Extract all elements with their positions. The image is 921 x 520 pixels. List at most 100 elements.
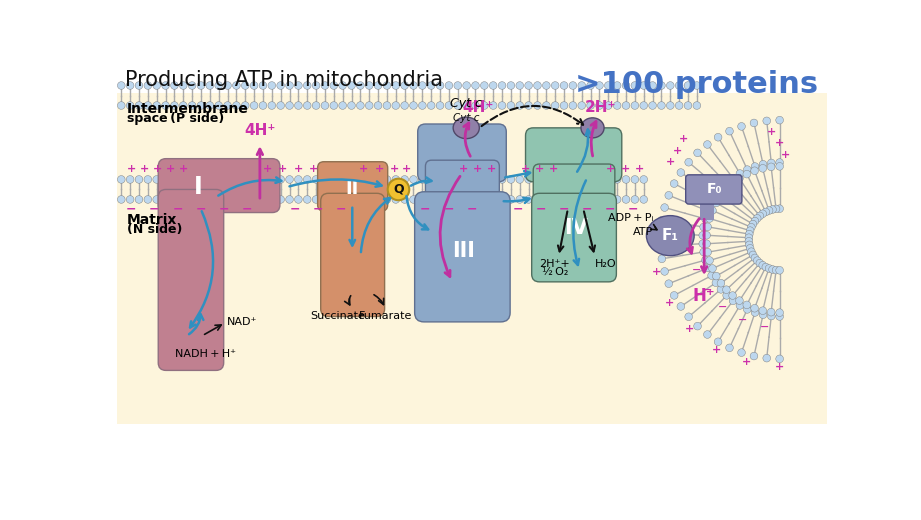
Circle shape — [640, 82, 647, 89]
Circle shape — [180, 102, 187, 109]
Text: +: + — [402, 164, 411, 174]
Text: +: + — [767, 127, 776, 137]
Circle shape — [542, 196, 550, 203]
Text: −: − — [738, 315, 747, 325]
Circle shape — [259, 176, 267, 183]
Circle shape — [743, 170, 751, 178]
Circle shape — [410, 196, 417, 203]
Circle shape — [498, 82, 506, 89]
Circle shape — [693, 82, 701, 89]
Circle shape — [708, 265, 717, 272]
Text: F₀: F₀ — [706, 183, 722, 197]
Circle shape — [569, 82, 577, 89]
Circle shape — [657, 242, 664, 250]
Text: −: − — [628, 202, 638, 215]
Circle shape — [767, 163, 775, 171]
Circle shape — [330, 82, 338, 89]
Circle shape — [705, 264, 712, 272]
Text: +: + — [666, 158, 675, 167]
Circle shape — [516, 176, 524, 183]
Text: F₁: F₁ — [662, 228, 679, 243]
Text: −: − — [241, 202, 252, 215]
Text: 4H⁺: 4H⁺ — [462, 100, 494, 115]
Text: +: + — [487, 164, 496, 174]
Circle shape — [769, 266, 776, 274]
Circle shape — [303, 102, 311, 109]
Text: +: + — [679, 134, 688, 145]
Circle shape — [251, 82, 258, 89]
Circle shape — [749, 251, 757, 259]
Circle shape — [577, 82, 586, 89]
Circle shape — [675, 82, 683, 89]
Circle shape — [135, 176, 143, 183]
Circle shape — [640, 102, 647, 109]
Text: −: − — [218, 202, 229, 215]
FancyBboxPatch shape — [526, 128, 622, 182]
Text: II: II — [345, 180, 359, 199]
Circle shape — [640, 176, 647, 183]
Circle shape — [700, 223, 707, 231]
Circle shape — [753, 215, 761, 222]
Circle shape — [180, 82, 187, 89]
Circle shape — [542, 82, 550, 89]
Circle shape — [224, 196, 231, 203]
Circle shape — [746, 244, 754, 252]
Circle shape — [366, 102, 373, 109]
Circle shape — [705, 257, 714, 264]
Circle shape — [717, 192, 725, 200]
Text: +: + — [621, 164, 630, 174]
Circle shape — [751, 254, 759, 262]
Circle shape — [640, 196, 647, 203]
Circle shape — [704, 223, 711, 231]
Circle shape — [401, 176, 409, 183]
Text: ADP + Pᵢ: ADP + Pᵢ — [608, 213, 653, 223]
Circle shape — [552, 176, 559, 183]
Circle shape — [241, 82, 249, 89]
FancyBboxPatch shape — [533, 164, 615, 215]
Circle shape — [498, 102, 506, 109]
Text: +: + — [278, 164, 287, 174]
Text: −: − — [420, 202, 431, 215]
Text: −: − — [195, 202, 205, 215]
Circle shape — [715, 338, 722, 346]
Circle shape — [268, 196, 275, 203]
Circle shape — [767, 159, 775, 167]
Circle shape — [347, 196, 356, 203]
Circle shape — [623, 196, 630, 203]
Circle shape — [717, 186, 725, 193]
Circle shape — [756, 212, 764, 220]
Circle shape — [613, 102, 621, 109]
Circle shape — [723, 286, 730, 294]
Circle shape — [717, 279, 725, 287]
Circle shape — [224, 176, 231, 183]
Circle shape — [507, 82, 515, 89]
Text: +: + — [153, 164, 162, 174]
Circle shape — [751, 304, 759, 312]
Circle shape — [694, 149, 702, 157]
Circle shape — [665, 191, 672, 199]
Circle shape — [180, 196, 187, 203]
Circle shape — [427, 196, 435, 203]
Text: 2H⁺+: 2H⁺+ — [540, 259, 570, 269]
Circle shape — [153, 196, 160, 203]
Text: +: + — [127, 164, 136, 174]
Circle shape — [748, 248, 755, 255]
Circle shape — [356, 102, 364, 109]
Circle shape — [286, 82, 294, 89]
Circle shape — [472, 196, 479, 203]
Circle shape — [745, 241, 753, 249]
Circle shape — [533, 82, 542, 89]
Circle shape — [215, 102, 223, 109]
Circle shape — [259, 102, 267, 109]
Circle shape — [623, 82, 630, 89]
Circle shape — [533, 196, 542, 203]
Text: −: − — [126, 202, 136, 215]
Circle shape — [775, 266, 784, 274]
Circle shape — [224, 82, 231, 89]
Circle shape — [685, 313, 693, 321]
Circle shape — [312, 82, 320, 89]
Circle shape — [462, 82, 471, 89]
Text: −: − — [172, 202, 182, 215]
Circle shape — [454, 82, 461, 89]
Circle shape — [153, 102, 160, 109]
